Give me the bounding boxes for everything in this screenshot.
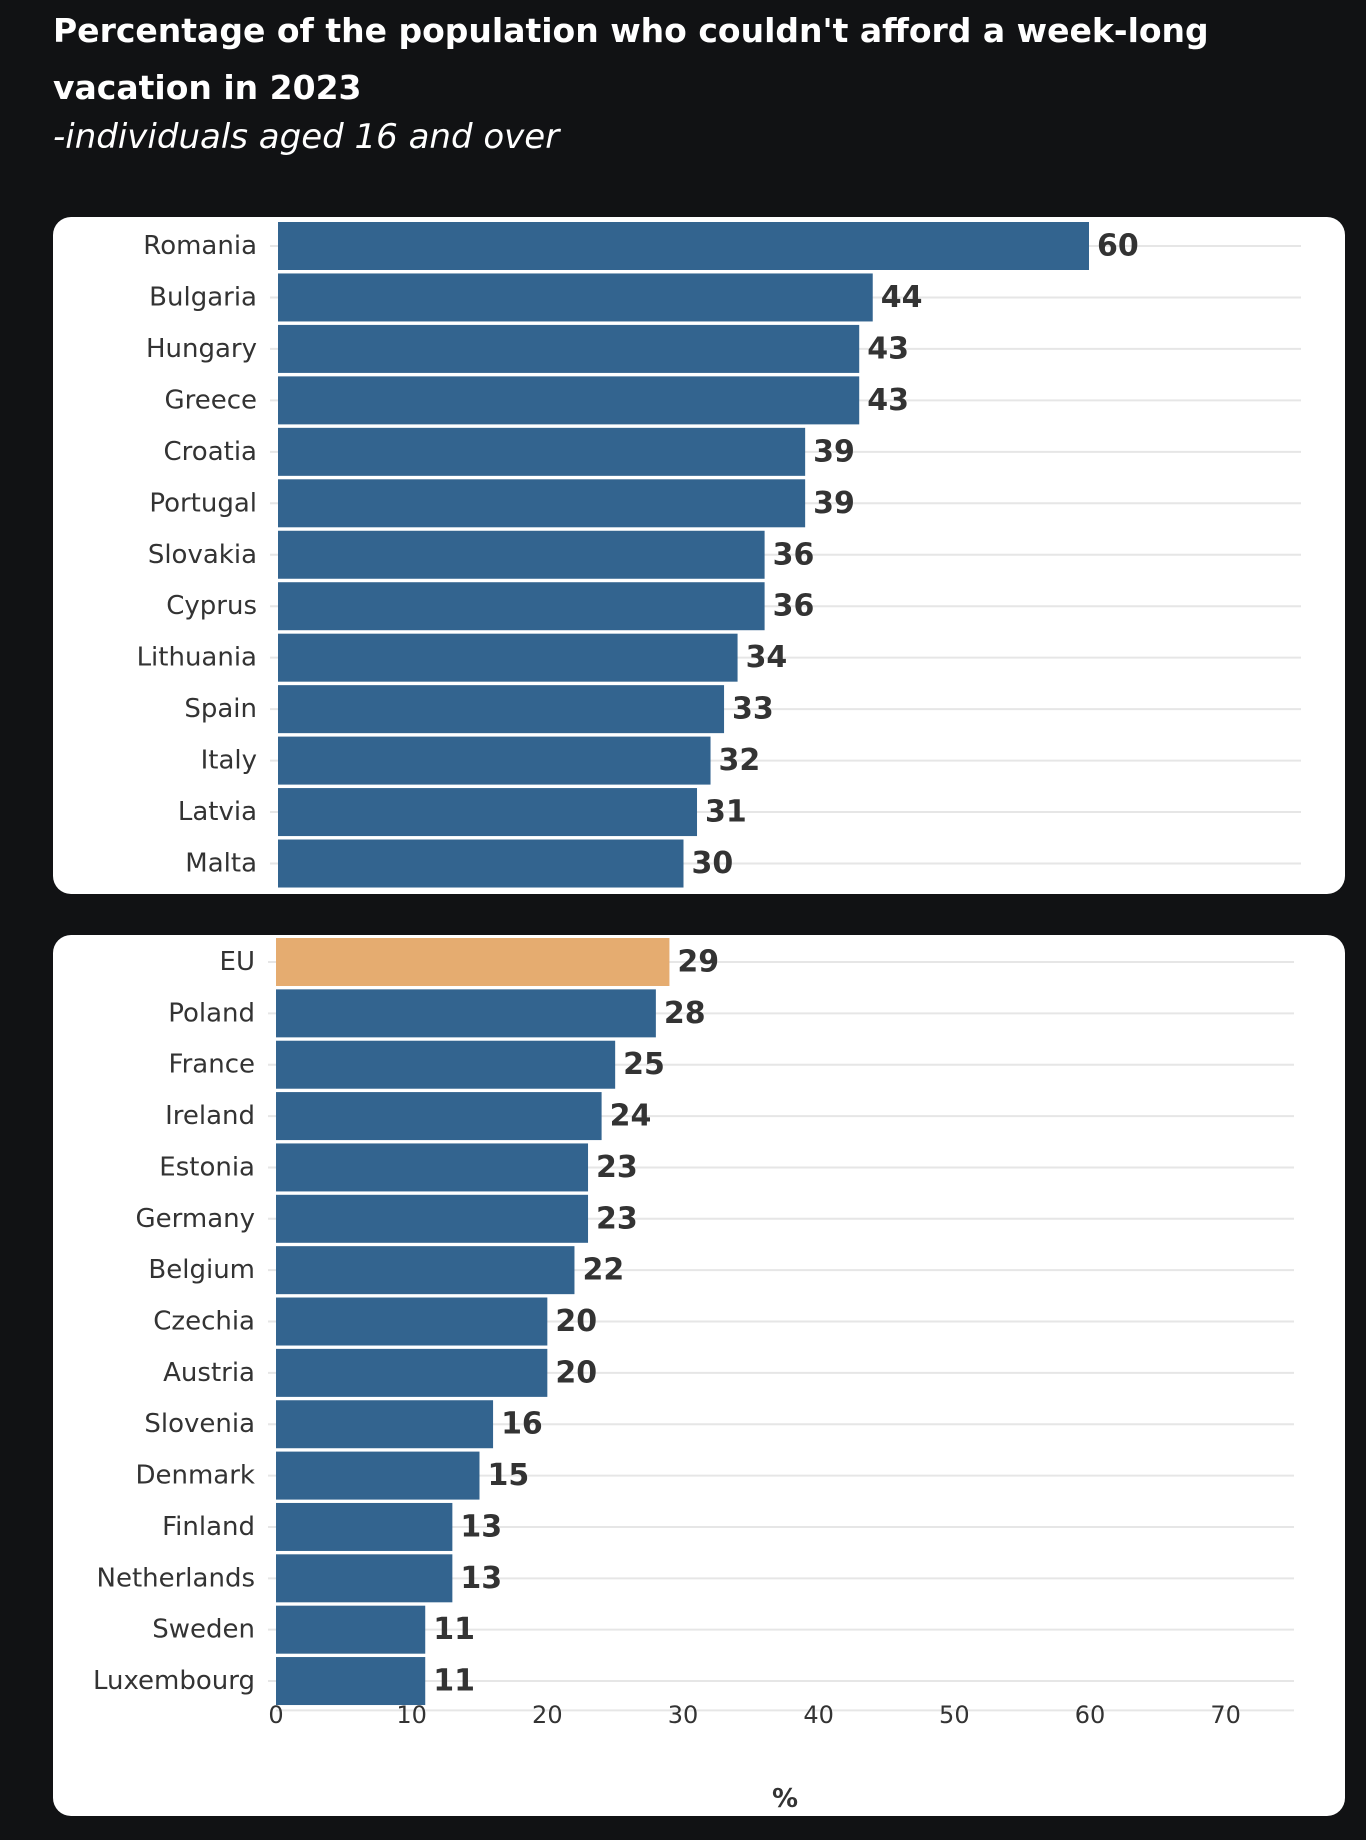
bar-chart-bottom: EU 29 Poland 28 France 25 Ireland 24 Estonia 23 Ge… (93, 938, 1294, 1814)
x-tick-label: 10 (396, 1701, 427, 1729)
value-label-lithuania: 34 (746, 640, 788, 675)
bar-spain[interactable] (278, 685, 725, 734)
category-label-lithuania: Lithuania (137, 643, 257, 673)
value-label-austria: 20 (555, 1355, 597, 1390)
chart-subtitle: -individuals aged 16 and over (53, 117, 560, 157)
value-label-germany: 23 (596, 1201, 638, 1236)
bar-denmark[interactable] (276, 1451, 480, 1500)
category-label-france: France (169, 1050, 255, 1080)
value-label-luxembourg: 11 (433, 1664, 475, 1699)
value-label-croatia: 39 (813, 434, 855, 469)
bar-netherlands[interactable] (276, 1554, 453, 1603)
chart-panel-bottom: EU 29 Poland 28 France 25 Ireland 24 Estonia 23 Ge… (53, 935, 1345, 1816)
x-tick-label: 0 (268, 1701, 283, 1729)
category-label-spain: Spain (184, 694, 257, 724)
chart-panel-top: Romania 60 Bulgaria 44 Hungary 43 Greece 43 Croa… (53, 217, 1345, 894)
bar-bulgaria[interactable] (278, 273, 873, 322)
value-label-poland: 28 (664, 996, 706, 1031)
x-tick-label: 70 (1210, 1701, 1241, 1729)
value-label-denmark: 15 (488, 1458, 530, 1493)
value-label-ireland: 24 (610, 1099, 652, 1134)
x-tick-label: 40 (803, 1701, 834, 1729)
bar-czechia[interactable] (276, 1297, 548, 1346)
bar-slovenia[interactable] (276, 1400, 494, 1449)
bar-france[interactable] (276, 1040, 616, 1089)
value-label-portugal: 39 (813, 486, 855, 521)
category-label-croatia: Croatia (164, 437, 257, 467)
category-label-bulgaria: Bulgaria (149, 282, 257, 312)
value-label-greece: 43 (867, 383, 909, 418)
bar-austria[interactable] (276, 1348, 548, 1397)
bar-latvia[interactable] (278, 788, 698, 837)
value-label-italy: 32 (719, 743, 761, 778)
bar-romania[interactable] (278, 222, 1089, 270)
bar-chart-top: Romania 60 Bulgaria 44 Hungary 43 Greece 43 Croa… (137, 222, 1301, 888)
bar-eu[interactable] (276, 938, 670, 986)
value-label-eu: 29 (677, 945, 719, 980)
bar-estonia[interactable] (276, 1143, 589, 1192)
category-label-sweden: Sweden (152, 1615, 255, 1645)
category-label-czechia: Czechia (153, 1307, 255, 1337)
category-label-slovakia: Slovakia (148, 540, 257, 570)
value-label-netherlands: 13 (460, 1561, 502, 1596)
category-label-cyprus: Cyprus (166, 591, 257, 621)
category-label-germany: Germany (135, 1204, 255, 1234)
value-label-slovenia: 16 (501, 1407, 543, 1442)
category-label-austria: Austria (163, 1358, 255, 1388)
bar-belgium[interactable] (276, 1246, 575, 1295)
category-label-netherlands: Netherlands (97, 1563, 256, 1593)
category-label-finland: Finland (162, 1512, 255, 1542)
bar-germany[interactable] (276, 1194, 589, 1243)
value-label-malta: 30 (692, 846, 734, 881)
bar-ireland[interactable] (276, 1092, 602, 1141)
category-label-romania: Romania (143, 231, 257, 261)
category-label-latvia: Latvia (178, 797, 257, 827)
bar-croatia[interactable] (278, 427, 806, 476)
value-label-sweden: 11 (433, 1612, 475, 1647)
value-label-hungary: 43 (867, 331, 909, 366)
category-label-estonia: Estonia (159, 1152, 255, 1182)
bar-lithuania[interactable] (278, 633, 738, 682)
category-label-poland: Poland (168, 998, 255, 1028)
category-label-hungary: Hungary (146, 334, 257, 364)
category-label-luxembourg: Luxembourg (93, 1666, 255, 1696)
value-label-france: 25 (623, 1047, 665, 1082)
x-tick-label: 20 (532, 1701, 563, 1729)
value-label-belgium: 22 (582, 1253, 624, 1288)
bar-greece[interactable] (278, 376, 860, 425)
bar-poland[interactable] (276, 989, 656, 1038)
bar-luxembourg[interactable] (276, 1657, 426, 1706)
category-label-portugal: Portugal (149, 488, 257, 518)
category-label-denmark: Denmark (135, 1461, 255, 1491)
category-label-slovenia: Slovenia (144, 1409, 255, 1439)
value-label-spain: 33 (732, 692, 774, 727)
category-label-malta: Malta (185, 849, 257, 879)
value-label-bulgaria: 44 (881, 280, 923, 315)
bar-cyprus[interactable] (278, 582, 765, 631)
category-label-greece: Greece (164, 385, 257, 415)
value-label-estonia: 23 (596, 1150, 638, 1185)
bar-slovakia[interactable] (278, 530, 765, 579)
category-label-ireland: Ireland (165, 1101, 255, 1131)
value-label-cyprus: 36 (773, 589, 815, 624)
bar-malta[interactable] (278, 839, 684, 888)
x-tick-label: 60 (1075, 1701, 1106, 1729)
x-axis-title: % (772, 1784, 798, 1814)
value-label-romania: 60 (1097, 229, 1139, 264)
category-label-eu: EU (220, 947, 255, 977)
category-label-belgium: Belgium (148, 1255, 255, 1285)
bar-portugal[interactable] (278, 479, 806, 528)
category-label-italy: Italy (201, 746, 257, 776)
chart-title: Percentage of the population who couldn'… (53, 11, 1209, 107)
bar-sweden[interactable] (276, 1605, 426, 1654)
value-label-czechia: 20 (555, 1304, 597, 1339)
x-tick-label: 30 (668, 1701, 699, 1729)
bar-hungary[interactable] (278, 324, 860, 373)
value-label-latvia: 31 (705, 795, 747, 830)
bar-finland[interactable] (276, 1502, 453, 1551)
bar-italy[interactable] (278, 736, 711, 785)
value-label-slovakia: 36 (773, 537, 815, 572)
x-tick-label: 50 (939, 1701, 970, 1729)
value-label-finland: 13 (460, 1509, 502, 1544)
